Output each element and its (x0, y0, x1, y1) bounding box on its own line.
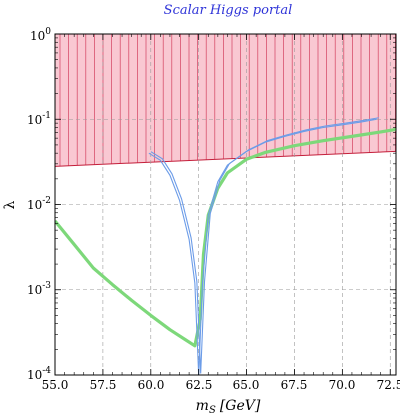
data-series (55, 117, 396, 375)
y-axis-label: λ (2, 200, 18, 209)
grid (55, 34, 396, 375)
excluded-region-boundary (55, 150, 396, 167)
x-tick-label: 60.0 (138, 378, 165, 392)
excluded-region-fill (55, 34, 396, 167)
x-tick-label: 62.5 (186, 378, 213, 392)
axis-ticks (54, 33, 396, 376)
series-blue-curve (148, 118, 377, 375)
x-axis-labels: 55.0 57.5 60.0 62.5 65.0 67.5 70.0 72.5 (42, 378, 400, 392)
x-axis-label: mS [GeV] (196, 398, 261, 416)
y-tick-label: 10-2 (27, 196, 51, 212)
y-tick-label: 100 (30, 27, 51, 43)
x-tick-label: 72.5 (377, 378, 400, 392)
x-tick-label: 67.5 (281, 378, 308, 392)
x-tick-label: 70.0 (329, 378, 356, 392)
y-tick-label: 10-4 (27, 366, 51, 382)
series-blue-curve-band (150, 117, 379, 374)
y-tick-label: 10-3 (27, 281, 51, 297)
excluded-region (55, 34, 396, 167)
chart-title: Scalar Higgs portal (164, 3, 293, 18)
x-tick-label: 57.5 (90, 378, 117, 392)
series-green-curve (55, 127, 396, 348)
y-axis-labels: 10-4 10-3 10-2 10-1 100 (27, 27, 51, 382)
y-tick-label: 10-1 (27, 111, 51, 127)
x-tick-label: 65.0 (233, 378, 260, 392)
x-tick-label: 55.0 (42, 378, 69, 392)
